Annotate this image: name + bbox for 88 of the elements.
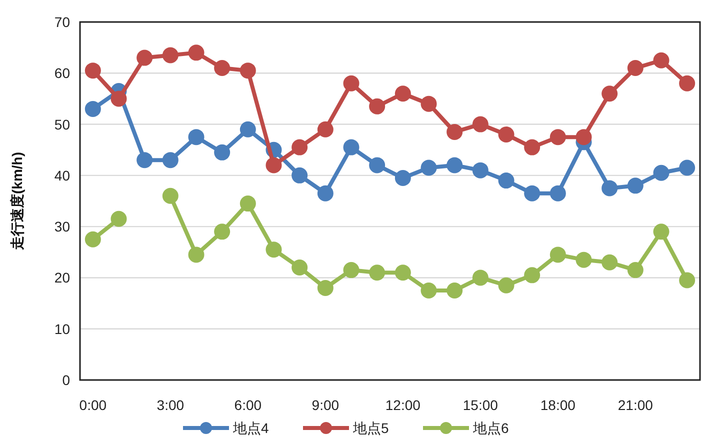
x-tick-label: 0:00 — [79, 397, 107, 413]
point — [292, 259, 308, 276]
point — [653, 52, 670, 68]
point — [136, 50, 153, 66]
x-tick-label: 21:00 — [618, 397, 654, 413]
point — [420, 96, 437, 112]
point — [524, 185, 540, 202]
point — [188, 44, 204, 61]
point — [627, 262, 644, 278]
point — [162, 188, 178, 204]
point — [472, 116, 488, 132]
y-tick-label: 70 — [54, 14, 70, 30]
y-tick-label: 20 — [54, 270, 70, 286]
point — [343, 75, 360, 92]
legend-label: 地点6 — [472, 420, 509, 436]
point — [240, 196, 256, 212]
point — [679, 75, 696, 92]
y-tick-label: 50 — [54, 116, 70, 132]
legend-label: 地点5 — [352, 420, 389, 436]
point — [627, 178, 644, 194]
point — [472, 270, 488, 286]
y-tick-label: 60 — [54, 65, 70, 82]
point — [162, 47, 178, 64]
point — [446, 282, 463, 298]
point — [653, 224, 670, 240]
point — [110, 90, 127, 107]
point — [292, 167, 308, 184]
point — [292, 139, 308, 156]
point — [602, 254, 618, 270]
point — [369, 157, 386, 174]
point — [84, 231, 101, 248]
point — [446, 124, 463, 140]
point — [420, 282, 437, 298]
point — [446, 157, 463, 174]
point — [266, 242, 282, 258]
point — [394, 86, 411, 102]
point — [394, 170, 411, 186]
point — [576, 252, 592, 268]
point — [317, 121, 334, 138]
y-tick-label: 0 — [62, 372, 70, 388]
point — [602, 86, 618, 102]
point — [214, 144, 230, 160]
point — [679, 272, 696, 288]
point — [498, 126, 514, 143]
point — [627, 60, 644, 76]
y-tick-label: 40 — [54, 167, 70, 184]
point — [214, 60, 230, 76]
legend-label: 地点4 — [232, 420, 269, 436]
x-tick-label: 18:00 — [540, 397, 576, 413]
x-tick-label: 15:00 — [462, 397, 498, 413]
point — [550, 246, 566, 263]
y-axis-title: 走行速度(km/h) — [9, 152, 25, 251]
point — [369, 264, 386, 281]
point — [369, 98, 386, 114]
point — [188, 246, 204, 263]
point — [420, 160, 437, 176]
x-tick-label: 6:00 — [234, 397, 262, 413]
point — [653, 164, 670, 181]
point — [84, 62, 101, 79]
point — [266, 157, 282, 174]
point — [317, 185, 334, 202]
point — [162, 152, 178, 168]
point — [110, 210, 127, 227]
point — [524, 267, 540, 284]
x-tick-label: 3:00 — [156, 397, 184, 413]
point — [394, 264, 411, 281]
x-tick-label: 9:00 — [312, 397, 340, 413]
y-tick-label: 30 — [54, 218, 70, 235]
point — [343, 262, 360, 278]
point — [240, 62, 256, 79]
point — [498, 172, 514, 189]
point — [343, 139, 360, 156]
y-tick-label: 10 — [54, 320, 70, 337]
point — [524, 139, 540, 156]
point — [602, 180, 618, 196]
point — [550, 185, 566, 202]
x-tick-label: 12:00 — [385, 397, 421, 413]
point — [188, 129, 204, 146]
point — [576, 129, 592, 146]
point — [498, 277, 514, 294]
point — [136, 152, 153, 168]
point — [317, 280, 334, 296]
point — [214, 224, 230, 240]
point — [679, 160, 696, 176]
point — [472, 162, 488, 178]
point — [550, 129, 566, 146]
point — [84, 100, 101, 117]
point — [240, 121, 256, 138]
